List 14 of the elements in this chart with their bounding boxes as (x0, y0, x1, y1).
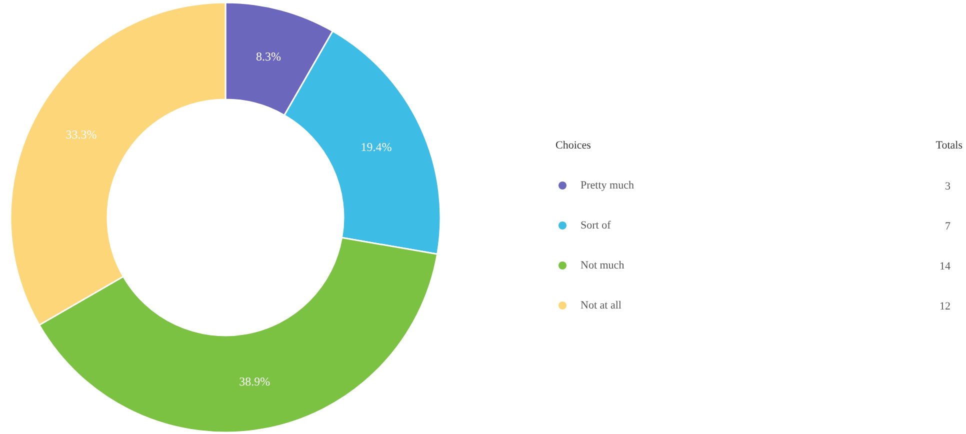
legend-label: Pretty much (580, 180, 634, 192)
data-label: 19.4% (360, 140, 392, 154)
text: 14 (940, 260, 951, 272)
text: 3 (945, 180, 951, 192)
legend-title: Choices (556, 140, 591, 152)
data-label: 38.9% (239, 374, 270, 388)
text: Totals (936, 140, 963, 152)
legend-label: Sort of (580, 220, 612, 232)
text: 7 (945, 220, 951, 232)
legend-label: Not much (580, 260, 625, 272)
data-label: 8.3% (256, 50, 281, 64)
text: 12 (940, 300, 950, 312)
legend-label: Not at all (580, 300, 622, 312)
data-label: 33.3% (66, 127, 97, 142)
